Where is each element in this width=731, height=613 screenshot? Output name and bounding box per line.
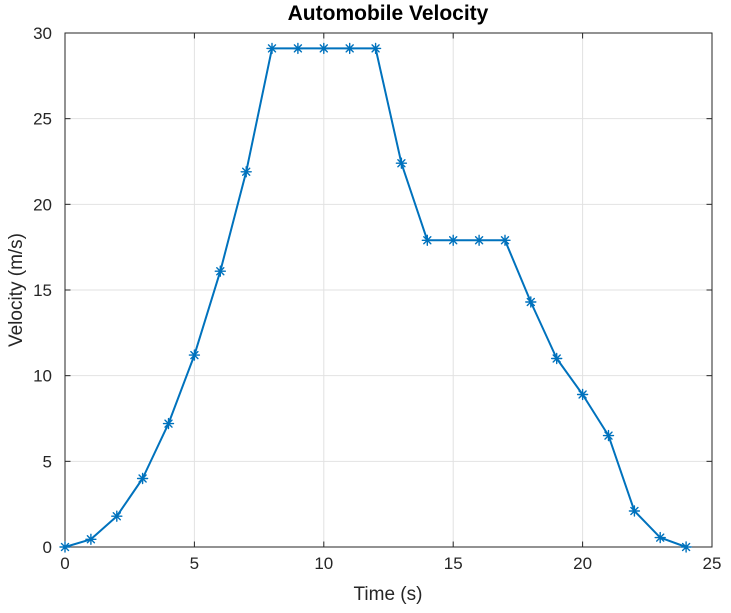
x-tick-label: 5 xyxy=(190,554,199,573)
y-tick-label: 15 xyxy=(33,281,52,300)
grid-lines xyxy=(65,33,712,547)
x-tick-label: 15 xyxy=(444,554,463,573)
x-tick-label: 20 xyxy=(573,554,592,573)
y-tick-label: 30 xyxy=(33,24,52,43)
y-tick-label: 25 xyxy=(33,110,52,129)
y-tick-labels: 0 5 10 15 20 25 30 xyxy=(33,24,52,557)
y-tick-label: 5 xyxy=(43,452,52,471)
x-tick-label: 0 xyxy=(60,554,69,573)
y-axis-label: Velocity (m/s) xyxy=(6,233,27,347)
chart-title: Automobile Velocity xyxy=(288,2,489,25)
y-tick-label: 20 xyxy=(33,195,52,214)
velocity-line xyxy=(64,47,687,548)
x-axis-label: Time (s) xyxy=(354,584,423,605)
y-tick-label: 0 xyxy=(43,538,52,557)
x-tick-label: 10 xyxy=(314,554,333,573)
asterisk-markers xyxy=(59,42,692,553)
x-tick-label: 25 xyxy=(703,554,722,573)
y-tick-label: 10 xyxy=(33,367,52,386)
x-tick-labels: 0 5 10 15 20 25 xyxy=(60,554,721,573)
